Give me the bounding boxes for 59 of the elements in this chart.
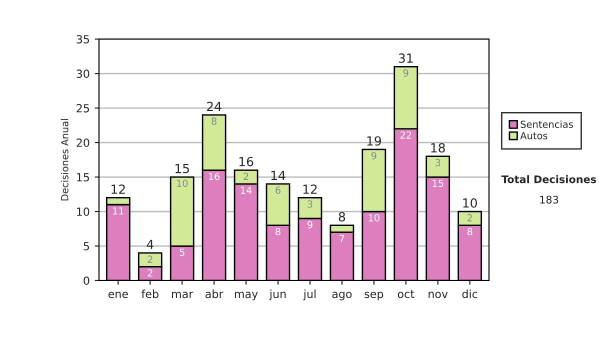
data-label: 3 xyxy=(308,200,312,208)
legend-label: Sentencias xyxy=(520,120,573,128)
data-label: 9 xyxy=(308,221,312,228)
data-label: 10 xyxy=(176,180,188,187)
x-tick-label: may xyxy=(234,292,258,300)
data-label: 8 xyxy=(276,228,280,236)
y-axis-title: Decisiones Anual xyxy=(60,119,68,200)
total-label: 12 xyxy=(303,184,317,194)
data-label: 22 xyxy=(400,131,412,139)
data-label: 2 xyxy=(244,172,248,180)
total-label: 14 xyxy=(271,170,286,180)
data-label: 9 xyxy=(371,152,376,160)
data-label: 2 xyxy=(467,214,472,222)
y-tick-label: 30 xyxy=(76,70,90,78)
y-tick-label: 25 xyxy=(76,104,89,112)
x-tick-label: sep xyxy=(364,292,384,300)
x-tick-label: oct xyxy=(398,290,414,298)
text: Total Decisiones xyxy=(501,175,596,184)
y-tick-label: 15 xyxy=(77,173,89,182)
data-label: 9 xyxy=(403,69,408,77)
data-label: 10 xyxy=(368,214,380,222)
x-tick-label: jun xyxy=(269,290,286,300)
data-label: 5 xyxy=(180,248,184,256)
y-tick-label: 20 xyxy=(76,138,90,147)
y-tick-label: 0 xyxy=(84,276,90,285)
x-tick-label: ago xyxy=(332,292,352,300)
total-label: 4 xyxy=(146,240,154,249)
y-tick-label: 10 xyxy=(77,208,90,216)
x-tick-label: abr xyxy=(206,290,224,298)
total-label: 18 xyxy=(431,143,445,153)
total-label: 10 xyxy=(463,198,477,208)
x-tick-label: nov xyxy=(428,292,448,298)
x-tick-label: jul xyxy=(303,290,316,300)
data-label: 8 xyxy=(212,118,217,125)
text: 183 xyxy=(540,196,558,204)
total-label: 12 xyxy=(112,184,125,194)
total-label: 15 xyxy=(176,164,189,174)
y-tick-label: 5 xyxy=(84,242,89,250)
data-label: 11 xyxy=(113,207,124,214)
x-tick-label: mar xyxy=(172,292,194,298)
total-label: 31 xyxy=(398,53,413,63)
data-label: 7 xyxy=(340,234,344,242)
y-tick-label: 35 xyxy=(76,35,89,44)
x-tick-label: ene xyxy=(108,292,128,298)
total-label: 24 xyxy=(207,102,222,111)
data-label: 8 xyxy=(467,228,472,236)
legend-label: Autos xyxy=(520,132,548,140)
x-tick-label: dic xyxy=(462,290,478,298)
x-tick-label: feb xyxy=(142,290,158,298)
total-label: 19 xyxy=(367,136,381,146)
data-label: 2 xyxy=(148,255,152,263)
data-label: 2 xyxy=(148,269,152,277)
total-label: 16 xyxy=(239,156,254,166)
data-label: 14 xyxy=(240,186,252,194)
data-label: 6 xyxy=(276,186,280,194)
data-label: 15 xyxy=(432,180,444,187)
data-label: 16 xyxy=(208,172,220,180)
total-label: 8 xyxy=(338,212,346,222)
data-label: 3 xyxy=(436,158,440,166)
